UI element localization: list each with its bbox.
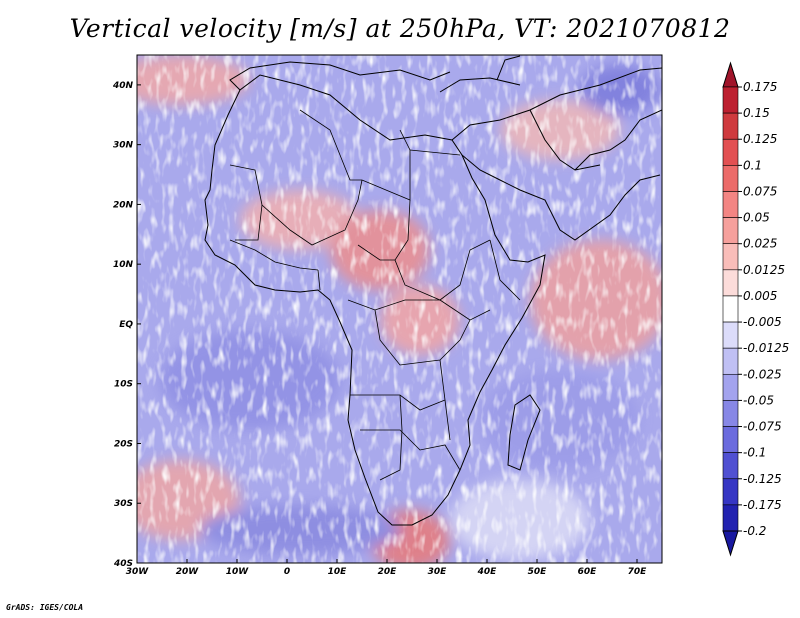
colorbar-swatch: [722, 243, 739, 271]
colorbar-label: -0.1: [743, 446, 766, 460]
plot-frame: [136, 54, 663, 564]
colorbar-swatch: [722, 373, 739, 401]
colorbar-cap-top: [722, 61, 739, 88]
colorbar-label: 0.05: [743, 211, 770, 225]
x-tick-label: 50E: [528, 567, 548, 577]
colorbar-label: 0.025: [743, 237, 777, 251]
colorbar-swatch: [722, 165, 739, 192]
colorbar-swatch: [722, 426, 739, 453]
x-tick-label: 70E: [628, 567, 648, 577]
x-tick-label: 10E: [328, 567, 348, 577]
colorbar-swatch: [722, 400, 739, 427]
colorbar-swatch: [722, 295, 739, 323]
colorbar-swatch: [722, 504, 739, 532]
y-tick-label: 10N: [113, 260, 134, 270]
colorbar-swatch: [722, 138, 739, 166]
x-tick-label: 30E: [428, 567, 448, 577]
colorbar-label: -0.025: [743, 367, 782, 381]
colorbar-label: 0.005: [743, 289, 777, 303]
colorbar-label: 0.1: [743, 158, 762, 172]
chart-title: Vertical velocity [m/s] at 250hPa, VT: 2…: [69, 14, 731, 43]
colorbar-swatch: [722, 269, 739, 297]
colorbar-swatch: [722, 217, 739, 245]
x-tick-label: 40E: [477, 567, 498, 577]
colorbar-swatch: [722, 86, 739, 114]
x-tick-label: 30W: [126, 567, 150, 577]
y-axis-ticks: 40N 30N 20N 10N EQ 10S 20S 30S 40S: [112, 81, 141, 569]
colorbar-label: -0.175: [743, 498, 782, 512]
x-tick-label: 20E: [378, 567, 398, 577]
coastlines: [204, 55, 662, 526]
colorbar-cap-bottom: [722, 530, 739, 557]
x-tick-label: 10W: [226, 567, 250, 577]
y-tick-label: 30N: [113, 141, 134, 151]
y-tick-label: EQ: [119, 320, 133, 330]
colorbar-swatch: [722, 191, 739, 218]
colorbar-label: 0.15: [743, 106, 770, 120]
colorbar-label: 0.175: [743, 80, 777, 94]
country-borders: [229, 109, 521, 481]
y-tick-label: 40S: [113, 559, 133, 569]
colorbar-label: 0.0125: [743, 263, 785, 277]
colorbar-swatch: [722, 321, 739, 349]
colorbar-label: -0.2: [743, 524, 766, 538]
colorbar-label: -0.075: [743, 420, 782, 434]
x-tick-label: 20W: [176, 567, 200, 577]
y-tick-label: 30S: [114, 499, 133, 509]
y-tick-label: 40N: [112, 81, 134, 91]
colorbar-label: -0.125: [743, 472, 782, 486]
x-tick-label: 0: [284, 567, 290, 577]
colorbar-swatch: [722, 478, 739, 506]
colorbar-label: 0.075: [743, 184, 777, 198]
colorbar-swatch: [722, 452, 739, 480]
colorbar-label: -0.05: [743, 393, 774, 407]
y-tick-label: 10S: [114, 380, 133, 390]
colorbar-label: -0.0125: [743, 341, 789, 355]
x-axis-ticks: 30W 20W 10W 0 10E 20E 30E 40E 50E 60E 70E: [126, 559, 647, 577]
colorbar-label: -0.005: [743, 315, 782, 329]
grads-credit: GrADS: IGES/COLA: [6, 603, 84, 612]
colorbar-swatch: [722, 112, 739, 140]
colorbar: 0.175 0.15 0.125 0.1 0.075 0.05 0.025 0.0125 0.0…: [722, 61, 789, 557]
colorbar-label: 0.125: [743, 132, 777, 146]
y-tick-label: 20N: [113, 200, 134, 210]
colorbar-swatch: [722, 347, 739, 375]
y-tick-label: 20S: [114, 439, 133, 449]
velocity-field: [137, 55, 662, 563]
x-tick-label: 60E: [578, 567, 598, 577]
